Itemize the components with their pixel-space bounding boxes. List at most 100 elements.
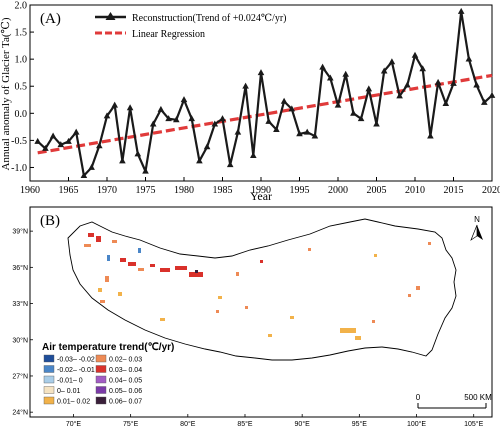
trend-patch [416, 286, 420, 290]
data-point-marker [373, 120, 380, 127]
north-arrow-label: N [474, 215, 480, 224]
data-point-marker [34, 137, 41, 144]
legend: Reconstruction(Trend of +0.024℃/yr) Line… [95, 12, 287, 40]
x-tick-label: 1980 [174, 185, 194, 196]
data-point-marker [111, 101, 118, 108]
north-arrow: N [470, 215, 483, 241]
map-y-tick-label: 39°N [12, 228, 28, 236]
trend-patch [308, 248, 311, 251]
legend-swatch [43, 365, 55, 373]
data-point-marker [211, 120, 219, 127]
regression-line [37, 73, 493, 155]
data-point-marker [188, 115, 195, 122]
legend-item-label: -0.02– -0.01 [57, 367, 95, 374]
data-point-marker [457, 7, 465, 14]
legend-item-label: 0.04– 0.05 [109, 378, 142, 385]
trend-patch [98, 288, 102, 292]
data-point-marker [65, 137, 72, 144]
map-y-tick-label: 33°N [12, 300, 28, 308]
x-tick-label: 1990 [251, 185, 271, 196]
trend-patch [189, 272, 203, 277]
map-x-tick-label: 80°E [180, 420, 196, 427]
legend-item-label: 0.05– 0.06 [109, 388, 142, 395]
data-point-marker [388, 58, 396, 65]
legend-item-label: 0– 0.01 [57, 388, 80, 395]
data-point-marker [319, 63, 326, 70]
data-point-marker [411, 51, 419, 58]
trend-patch [107, 255, 110, 261]
panel-label-a: (A) [40, 11, 61, 27]
data-point-marker [450, 79, 457, 86]
data-point-marker [473, 81, 480, 88]
x-tick-label: 1985 [213, 185, 233, 196]
data-point-marker [380, 67, 388, 74]
trend-patch [245, 306, 248, 309]
map-y-tick-label: 24°N [12, 409, 28, 417]
data-point-marker [327, 74, 334, 81]
y-tick-label: -0.5 [11, 136, 27, 147]
legend-swatch [95, 386, 107, 394]
reconstruction-line [36, 10, 493, 177]
legend-swatch [43, 386, 55, 394]
data-point-marker [57, 141, 65, 148]
trend-patch [290, 316, 294, 319]
trend-patch [120, 258, 126, 262]
trend-patch [268, 334, 272, 337]
legend-swatch [95, 365, 107, 373]
data-point-marker [80, 171, 88, 178]
data-point-marker [465, 55, 473, 62]
trend-patch [84, 244, 91, 247]
data-point-marker [288, 105, 296, 112]
data-point-marker [96, 142, 103, 149]
scale-bar-start-label: 0 [416, 393, 421, 402]
map-y-tick-label: 36°N [12, 264, 28, 272]
map-x-tick-label: 90°E [295, 420, 311, 427]
trend-patch [138, 268, 144, 271]
x-tick-label: 2020 [482, 185, 500, 196]
data-point-marker [226, 161, 234, 168]
data-point-marker [203, 143, 211, 150]
map-y-tick-label: 27°N [12, 372, 28, 380]
y-axis-label: Annual anomaly of Glacier Ta(℃) [0, 17, 12, 170]
trend-patch [340, 328, 356, 333]
trend-patch [105, 276, 109, 282]
data-point-marker [396, 92, 403, 99]
trend-patch [100, 300, 105, 303]
map-legend-title: Air temperature trend(℃/yr) [42, 342, 174, 353]
x-axis-label: Year [250, 189, 272, 203]
data-point-marker [234, 128, 242, 135]
data-point-marker [173, 116, 180, 123]
legend-label-reconstruction: Reconstruction(Trend of +0.024℃/yr) [132, 13, 287, 24]
map-frame [29, 206, 493, 418]
x-tick-label: 1970 [97, 185, 117, 196]
data-point-marker [88, 163, 95, 170]
trend-patch [128, 262, 136, 266]
north-arrow-icon-half [470, 224, 478, 241]
legend-swatch [43, 396, 55, 405]
data-point-marker [134, 150, 142, 157]
plateau-outline [67, 218, 457, 361]
x-tick-label: 1995 [290, 185, 310, 196]
legend-item-label: 0.06– 0.07 [109, 399, 142, 406]
line-chart-panel: (A) 1960 1965 1970 1975 1980 1985 1990 1995 2000… [0, 1, 500, 204]
map-x-tick-label: 105°E [464, 420, 483, 427]
map-graticule-ticks: 70°E 75°E 80°E 85°E 90°E 95°E 100°E 105°E 39°N 36… [12, 228, 483, 427]
data-point-marker [404, 81, 411, 88]
axis-ticks: 1960 1965 1970 1975 1980 1985 1990 1995 2000 2005… [11, 1, 500, 197]
data-point-marker [165, 115, 172, 122]
data-point-marker [265, 117, 272, 124]
trend-patch [160, 268, 170, 272]
data-point-marker [196, 157, 203, 164]
map-x-tick-label: 75°E [123, 420, 139, 427]
data-point-marker [242, 82, 249, 89]
data-point-marker [365, 85, 373, 92]
map-x-tick-label: 70°E [66, 420, 82, 427]
map-x-tick-label: 85°E [237, 420, 253, 427]
data-point-marker [296, 130, 303, 137]
data-point-marker [119, 157, 126, 164]
data-point-marker [419, 65, 426, 72]
y-tick-label: -1.0 [11, 163, 27, 174]
data-point-marker [42, 144, 49, 151]
data-point-marker [126, 104, 134, 111]
legend-item-label: 0.02– 0.03 [109, 357, 142, 364]
